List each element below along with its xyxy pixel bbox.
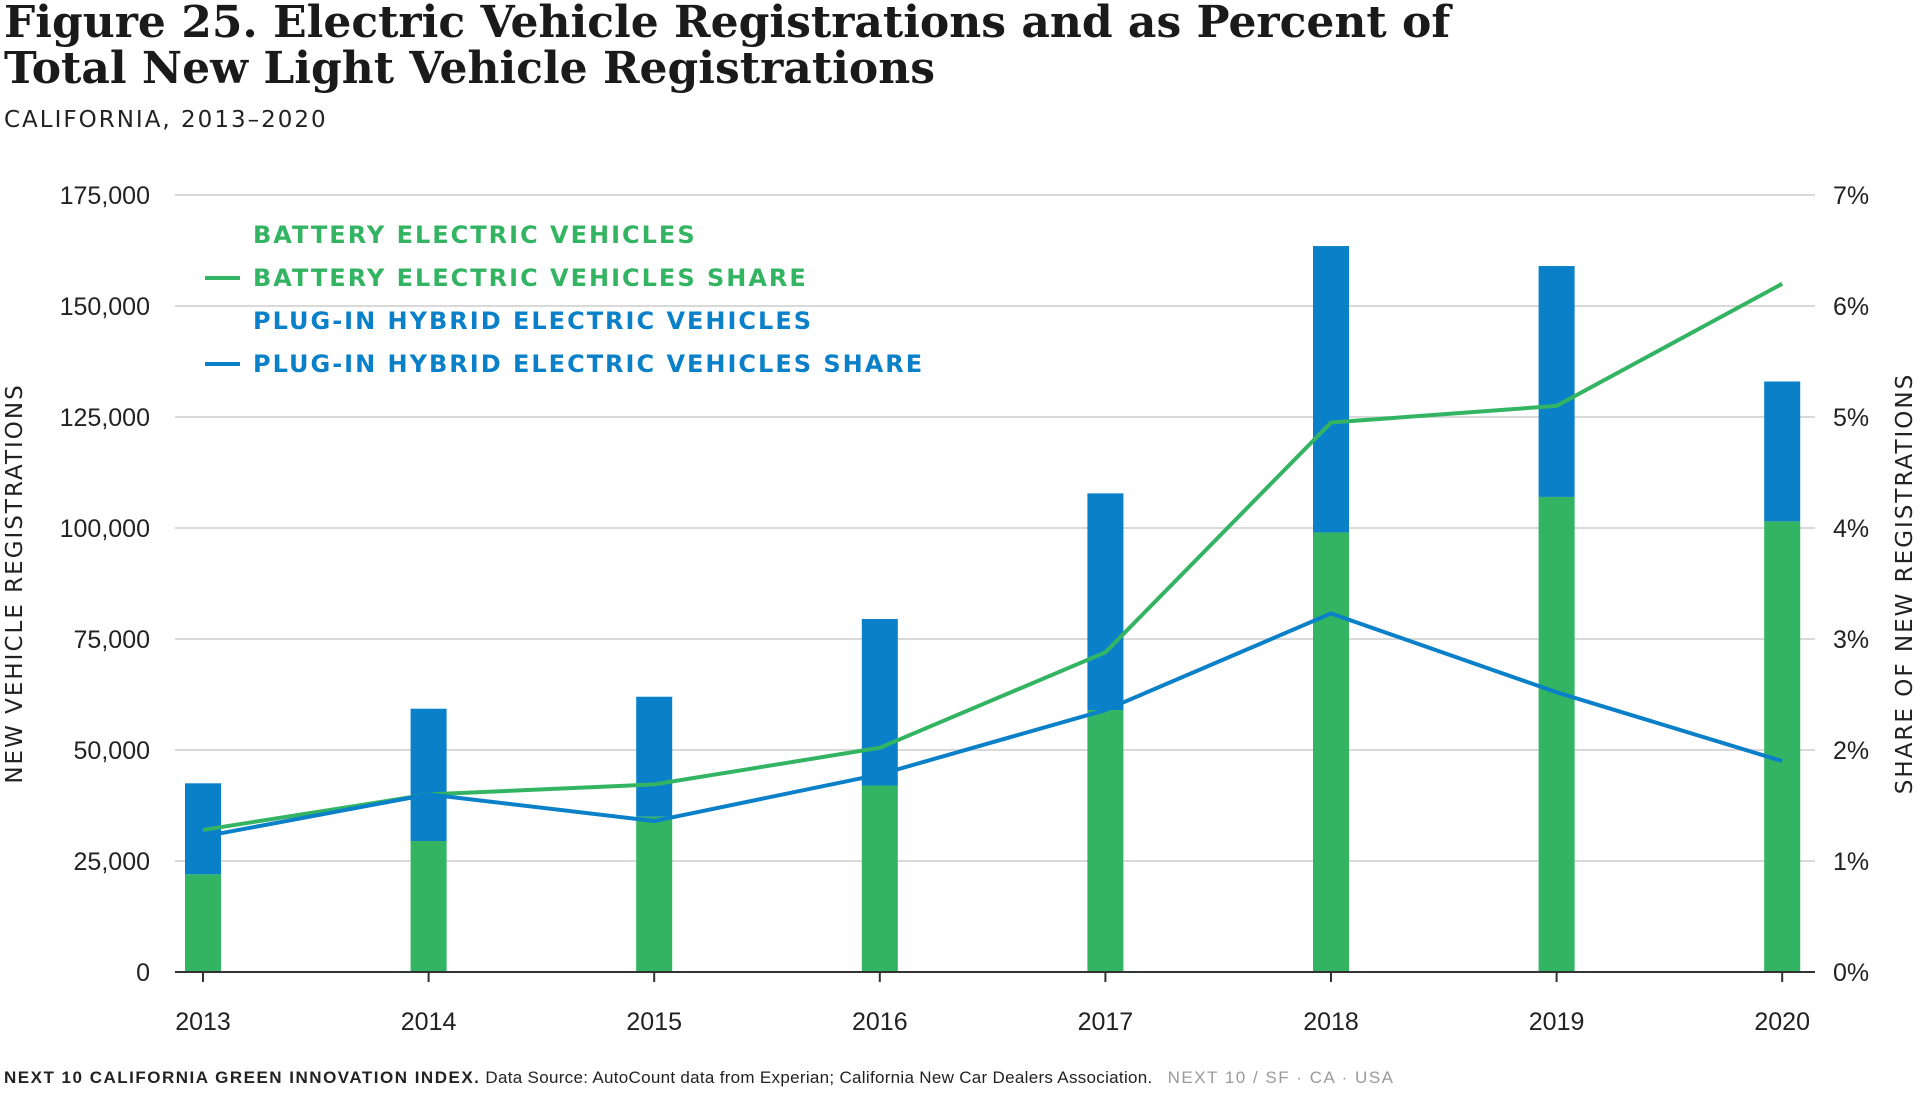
legend-label: PLUG-IN HYBRID ELECTRIC VEHICLES SHARE — [253, 350, 924, 378]
line-phev-share — [202, 611, 1783, 839]
y2-tick-label: 6% — [1833, 293, 1869, 321]
x-tick-label: 2019 — [1529, 1008, 1585, 1036]
footer-source: Data Source: AutoCount data from Experia… — [485, 1068, 1153, 1087]
y-axis-title: NEW VEHICLE REGISTRATIONS — [2, 383, 28, 783]
legend-label: BATTERY ELECTRIC VEHICLES SHARE — [253, 264, 808, 292]
bar-phev — [1087, 493, 1124, 711]
x-tick-label: 2017 — [1078, 1008, 1134, 1036]
y2-tick-label: 2% — [1833, 737, 1869, 765]
y-tick-label: 125,000 — [60, 404, 150, 432]
chart-title: Figure 25. Electric Vehicle Registration… — [4, 0, 1504, 92]
bar-bev — [861, 785, 898, 972]
chart-subtitle: CALIFORNIA, 2013–2020 — [4, 107, 328, 133]
bar-bev — [1087, 710, 1124, 972]
legend-label: BATTERY ELECTRIC VEHICLES — [253, 221, 697, 249]
bar-phev — [861, 619, 898, 786]
y-tick-label: 50,000 — [74, 737, 150, 765]
footer-org: NEXT 10 / SF · CA · USA — [1167, 1068, 1395, 1087]
ev-registrations-chart: 0 0% 25,000 1% 50,000 2% 75,000 3% 100,000 4% 125,… — [2, 182, 1918, 1036]
footer: NEXT 10 CALIFORNIA GREEN INNOVATION INDE… — [4, 1068, 1395, 1088]
bar-phev — [636, 696, 673, 817]
title-line-2: Total New Light Vehicle Registrations — [4, 43, 935, 94]
y2-tick-label: 4% — [1833, 515, 1869, 543]
x-tick-label: 2013 — [175, 1008, 231, 1036]
bar-bev — [410, 841, 447, 972]
y-tick-label: 150,000 — [60, 293, 150, 321]
y2-tick-label: 5% — [1833, 404, 1869, 432]
y2-tick-label: 7% — [1833, 182, 1869, 210]
bar-phev — [410, 708, 447, 842]
line-bev-share — [202, 282, 1784, 832]
y2-tick-label: 3% — [1833, 626, 1869, 654]
bar-phev — [1764, 381, 1801, 522]
y-tick-label: 75,000 — [74, 626, 150, 654]
footer-brand: NEXT 10 CALIFORNIA GREEN INNOVATION INDE… — [4, 1068, 481, 1087]
x-tick-label: 2018 — [1303, 1008, 1359, 1036]
title-line-1: Figure 25. Electric Vehicle Registration… — [4, 0, 1451, 48]
bar-bev — [1764, 521, 1801, 972]
x-tick-label: 2020 — [1754, 1008, 1810, 1036]
y2-tick-label: 1% — [1833, 848, 1869, 876]
bar-phev — [1313, 246, 1349, 533]
y2-axis-title: SHARE OF NEW REGISTRATIONS — [1892, 373, 1918, 794]
x-tick-label: 2014 — [401, 1008, 457, 1036]
bar-bev — [1538, 496, 1575, 972]
x-tick-label: 2016 — [852, 1008, 908, 1036]
bar-bev — [636, 816, 673, 972]
y-tick-label: 100,000 — [60, 515, 150, 543]
bar-bev — [185, 874, 221, 972]
y2-tick-label: 0% — [1833, 959, 1869, 987]
legend-label: PLUG-IN HYBRID ELECTRIC VEHICLES — [253, 307, 813, 335]
bar-bev — [1313, 532, 1349, 972]
bar-phev — [1538, 266, 1575, 497]
x-tick-label: 2015 — [626, 1008, 682, 1036]
y-tick-label: 175,000 — [60, 182, 150, 210]
y-tick-label: 0 — [136, 959, 150, 987]
y-tick-label: 25,000 — [74, 848, 150, 876]
